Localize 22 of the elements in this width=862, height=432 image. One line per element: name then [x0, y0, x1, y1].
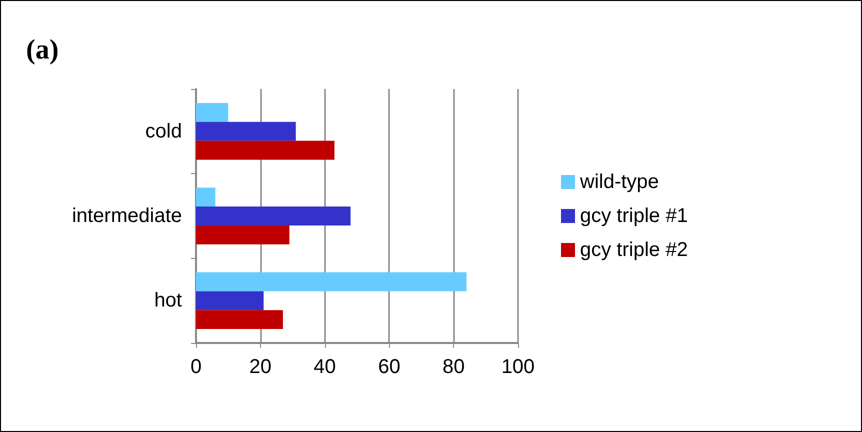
legend-label: gcy triple #1 — [580, 205, 688, 227]
bar — [196, 291, 264, 310]
y-tick-label: intermediate — [72, 205, 182, 227]
x-tick-label: 100 — [501, 356, 535, 378]
y-tick-label: cold — [145, 120, 182, 142]
x-tick-label: 80 — [442, 356, 465, 378]
bar — [196, 122, 296, 141]
x-tick-label: 40 — [314, 356, 336, 378]
chart-title: (a) — [26, 34, 59, 66]
bar — [196, 225, 290, 244]
legend-label: gcy triple #2 — [580, 239, 688, 261]
x-tick-label: 20 — [249, 356, 272, 378]
x-tick-label: 0 — [190, 356, 202, 378]
y-tick-label: hot — [154, 290, 182, 312]
x-tick-label: 60 — [378, 356, 400, 378]
bar — [196, 310, 283, 330]
bar — [196, 102, 228, 122]
bar — [196, 206, 351, 226]
bar — [196, 140, 334, 160]
legend-label: wild-type — [579, 171, 659, 193]
bar — [196, 188, 216, 207]
bar — [196, 272, 466, 292]
